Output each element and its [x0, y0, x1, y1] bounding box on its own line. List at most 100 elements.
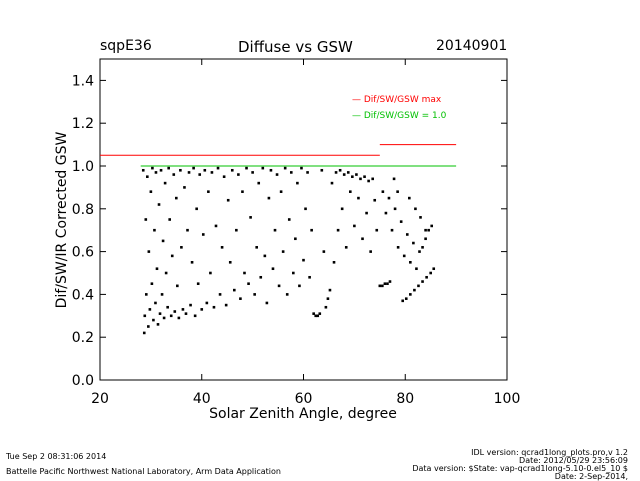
data-point: [209, 271, 212, 275]
data-point: [316, 314, 320, 318]
data-point: [336, 228, 340, 232]
data-point: [357, 196, 360, 200]
y-tick-label: 0.8: [72, 202, 94, 218]
data-point: [228, 261, 232, 264]
data-point: [152, 318, 155, 322]
x-axis-label: Solar Zenith Angle, degree: [209, 406, 397, 422]
data-point: [287, 218, 291, 221]
data-point: [200, 308, 204, 311]
data-point: [160, 293, 164, 296]
data-point: [261, 166, 265, 170]
y-tick-label: 0.4: [72, 287, 94, 303]
data-point: [430, 224, 434, 228]
data-point: [318, 312, 322, 315]
data-point: [147, 250, 151, 253]
data-point: [338, 168, 342, 172]
data-point: [292, 271, 295, 275]
data-point: [218, 293, 222, 296]
data-point: [353, 224, 356, 228]
data-point: [187, 171, 191, 174]
data-point: [351, 175, 354, 178]
data-point: [237, 173, 240, 176]
footer-idl-version: IDL version: qcrad1long_plots.pro,v 1.2: [471, 448, 628, 457]
data-point: [164, 271, 168, 275]
data-point: [158, 312, 162, 315]
y-axis-label: Dif/SW/IR Corrected GSW: [54, 131, 70, 308]
data-point: [404, 297, 408, 300]
data-point: [294, 237, 297, 241]
data-point: [373, 198, 377, 202]
data-point: [257, 181, 261, 185]
data-point: [251, 171, 254, 174]
data-point: [201, 233, 205, 236]
data-point: [241, 190, 244, 193]
x-tick-label: 60: [295, 391, 313, 407]
data-point: [269, 168, 273, 172]
data-point: [169, 314, 173, 318]
data-point: [328, 288, 332, 292]
data-point: [273, 228, 277, 232]
data-point: [283, 166, 287, 170]
data-point: [150, 282, 154, 285]
data-point: [285, 293, 289, 296]
legend-entry: — Dif/SW/GSW = 1.0: [352, 111, 447, 121]
data-point: [424, 228, 427, 232]
data-point: [249, 216, 252, 219]
data-point: [173, 310, 177, 313]
data-point: [277, 284, 281, 288]
data-point: [183, 186, 186, 189]
data-point: [365, 211, 368, 215]
data-point: [387, 196, 391, 200]
footer-data-version: Data version: $State: vap-qcrad1long-5.1…: [412, 464, 628, 473]
data-point: [296, 181, 299, 185]
data-point: [392, 177, 396, 181]
data-point: [383, 282, 387, 285]
data-point: [195, 207, 198, 211]
y-tick-label: 0.0: [72, 373, 94, 389]
data-point: [399, 220, 403, 223]
data-point: [432, 267, 436, 271]
data-point: [141, 168, 145, 172]
data-point: [425, 275, 428, 279]
data-point: [259, 275, 263, 279]
data-point: [247, 282, 250, 285]
data-point: [198, 173, 202, 176]
data-point: [384, 211, 388, 215]
data-point: [230, 168, 234, 172]
site-label: sqpE36: [100, 38, 152, 54]
date-label: 20140901: [436, 38, 508, 54]
data-point: [369, 250, 372, 253]
data-point: [166, 305, 169, 309]
data-point: [429, 271, 432, 275]
data-point: [224, 303, 228, 307]
data-point: [181, 308, 185, 311]
data-point: [381, 284, 384, 288]
data-point: [359, 177, 362, 181]
footer-data-date: Date: 2-Sep-2014,: [554, 472, 628, 481]
data-point: [235, 228, 238, 232]
data-point: [378, 284, 382, 288]
data-point: [405, 233, 409, 236]
data-point: [419, 216, 422, 219]
data-point: [265, 301, 269, 305]
data-point: [176, 284, 179, 288]
data-point: [289, 171, 293, 174]
data-point: [346, 171, 350, 174]
data-point: [381, 190, 385, 193]
data-point: [388, 280, 392, 283]
data-point: [143, 314, 147, 318]
plot-frame: [99, 58, 508, 381]
data-point: [161, 239, 165, 243]
data-point: [154, 171, 158, 174]
data-point: [214, 224, 218, 228]
data-point: [330, 181, 334, 185]
data-point: [275, 173, 279, 176]
data-point: [271, 267, 275, 271]
data-point: [390, 228, 394, 232]
data-point: [304, 207, 307, 211]
data-point: [361, 237, 364, 241]
data-point: [409, 261, 412, 264]
data-point: [308, 275, 311, 279]
data-point: [193, 314, 197, 318]
